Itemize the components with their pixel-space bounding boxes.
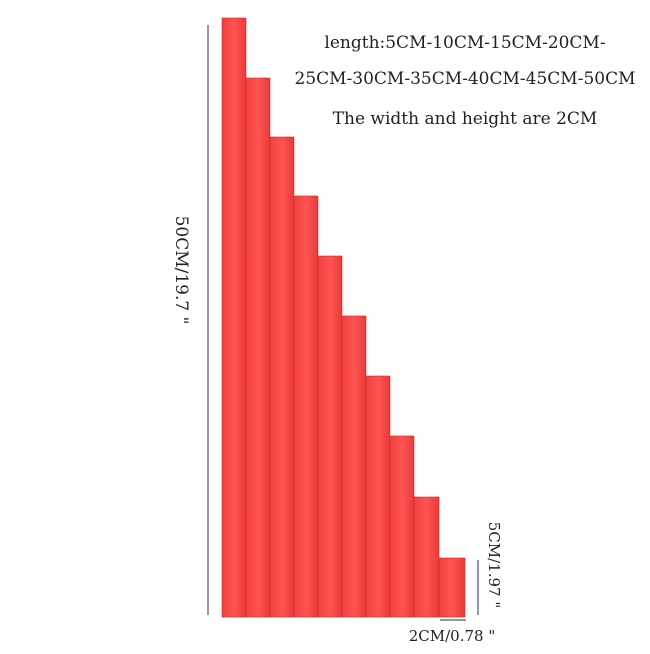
red-rods — [221, 17, 466, 618]
caption-line: The width and height are 2CM — [333, 109, 598, 129]
rod — [413, 496, 440, 618]
rod — [269, 136, 295, 618]
dimension-label: 50CM/19.7 " — [171, 216, 191, 325]
rod — [317, 255, 343, 618]
rod — [245, 77, 271, 618]
rod — [389, 435, 415, 618]
dimension-label: 5CM/1.97 " — [485, 522, 503, 609]
dimension-label: 2CM/0.78 " — [409, 627, 496, 645]
rod — [221, 17, 247, 618]
rod — [293, 195, 319, 618]
caption-line: 25CM-30CM-35CM-40CM-45CM-50CM — [295, 69, 636, 89]
caption-line: length:5CM-10CM-15CM-20CM- — [324, 33, 605, 53]
rod — [365, 375, 391, 618]
rod — [438, 557, 466, 618]
rod — [341, 315, 367, 618]
